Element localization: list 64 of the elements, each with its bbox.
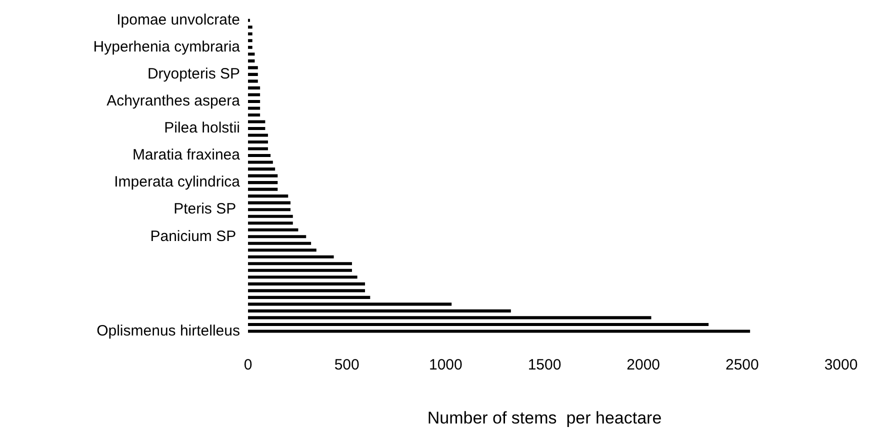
x-tick-label: 500 <box>334 356 360 374</box>
y-tick-label: Maratia fraxinea <box>132 146 241 164</box>
bar <box>248 309 511 312</box>
bar <box>248 330 750 333</box>
bar <box>248 147 268 150</box>
bar <box>248 52 255 56</box>
bar <box>248 289 366 292</box>
x-tick-label: 3000 <box>824 356 858 374</box>
bar <box>248 154 271 158</box>
x-tick-label: 2000 <box>626 356 660 374</box>
bar <box>248 302 452 306</box>
y-tick-label: Hyperhenia cymbraria <box>93 38 241 56</box>
bar <box>248 201 290 204</box>
bar <box>248 235 306 238</box>
y-tick-label: Pteris SP <box>174 200 240 218</box>
x-tick-label: 1000 <box>428 356 462 374</box>
bar <box>248 255 334 258</box>
bar <box>248 32 252 36</box>
x-axis-title: Number of stems per heactare <box>427 408 662 428</box>
bar <box>248 181 278 184</box>
bar <box>248 322 709 326</box>
bar <box>248 93 260 96</box>
bar <box>248 242 312 245</box>
bar <box>248 72 258 76</box>
bar <box>248 228 298 232</box>
bar <box>248 39 252 42</box>
bar <box>248 126 266 130</box>
bar <box>248 168 276 171</box>
bar <box>248 248 316 252</box>
y-tick-label: Pilea holstii <box>164 120 240 137</box>
bar <box>248 46 252 49</box>
bar <box>248 134 268 137</box>
bar <box>248 106 260 110</box>
bar <box>248 140 268 144</box>
bar <box>248 100 260 103</box>
bar <box>248 86 260 90</box>
x-tick-label: 0 <box>244 356 252 374</box>
bar <box>248 26 252 29</box>
y-tick-label: Imperata cylindrica <box>114 174 241 191</box>
bar <box>248 276 358 279</box>
x-tick-label: 1500 <box>528 356 562 374</box>
bar <box>248 262 352 266</box>
bar <box>248 59 255 62</box>
bar <box>248 222 293 225</box>
bar <box>248 174 278 178</box>
bar <box>248 316 652 320</box>
y-tick-label: Achyranthes aspera <box>106 92 241 110</box>
bar <box>248 80 258 83</box>
bar <box>248 214 293 218</box>
y-tick-label: Dryopteris SP <box>147 66 240 83</box>
bar <box>248 282 366 286</box>
bar <box>248 66 258 70</box>
y-tick-label: Ipomae unvolcrate <box>116 12 240 29</box>
bar <box>248 113 260 117</box>
bar <box>248 296 370 299</box>
bar <box>248 194 288 198</box>
bar <box>248 160 273 164</box>
bar <box>248 208 290 212</box>
bar <box>248 120 266 124</box>
y-tick-label: Panicium SP <box>150 228 240 245</box>
bar <box>248 268 352 272</box>
x-tick-label: 2500 <box>725 356 759 374</box>
y-tick-label: Oplismenus hirtelleus <box>96 322 240 340</box>
bar <box>248 188 278 191</box>
